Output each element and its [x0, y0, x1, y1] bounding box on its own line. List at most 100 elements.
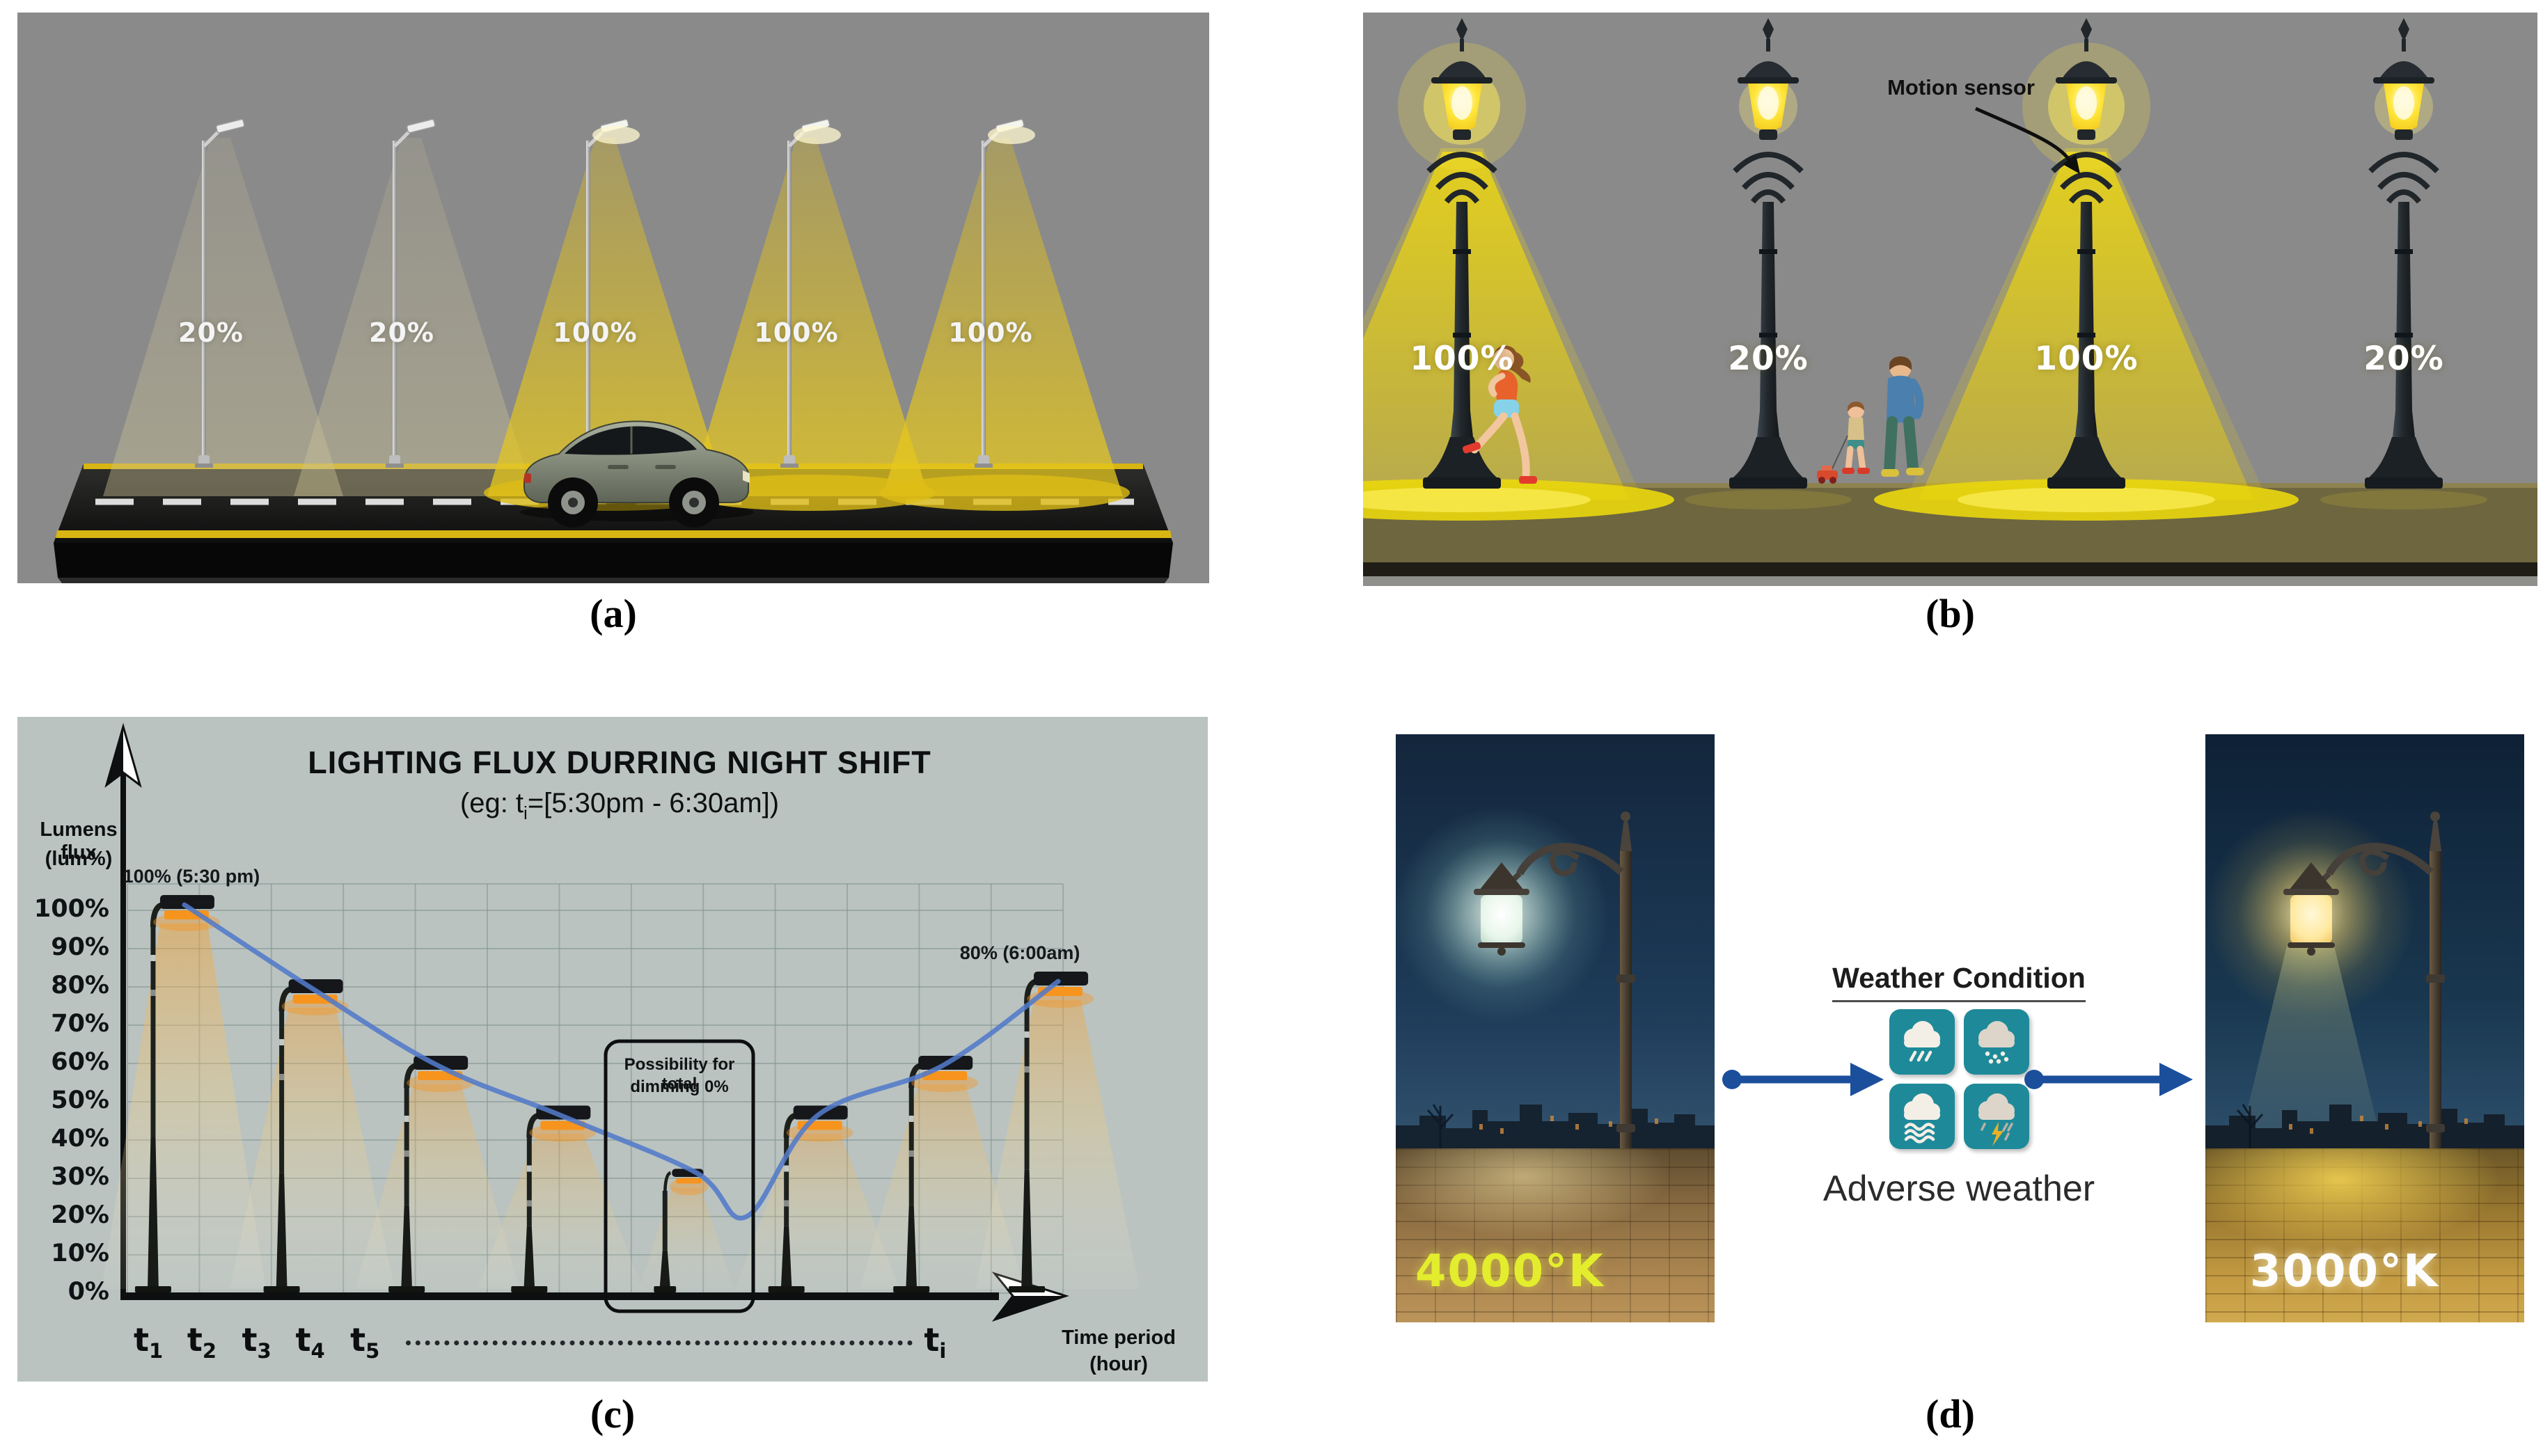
dim-level-label: 100%: [2034, 340, 2139, 378]
lamp-post-4000k-graphic: [1396, 806, 1715, 1283]
arrow-head: [1850, 1063, 1884, 1096]
y-tick-label: 80%: [51, 972, 109, 999]
tree-silhouette: [2236, 1104, 2264, 1152]
lamp-pole: [526, 1133, 532, 1226]
photo-3000k: 3000°K: [2205, 734, 2524, 1322]
caption-b: (b): [1926, 591, 1975, 636]
weather-tile: [1964, 1084, 2029, 1149]
color-temperature-label: 4000°K: [1415, 1246, 1605, 1297]
dimming-box-label: dimming 0%: [630, 1077, 729, 1096]
panel-a-road-dimming: 20% 20% 100% 100% 100%: [17, 13, 1209, 583]
x-tick-label: t5: [350, 1321, 380, 1363]
lamp-beam: [734, 1134, 899, 1289]
fog-cloud-icon: [1904, 1093, 1940, 1144]
lamp-pole: [150, 923, 156, 1138]
caption-c: (c): [590, 1391, 636, 1437]
x-axis-label: Time period: [1062, 1327, 1176, 1349]
jogger: [1463, 345, 1537, 484]
lamp-pole: [1024, 999, 1030, 1170]
dim-level-label: 100%: [1410, 340, 1514, 378]
dim-level-label: 20%: [178, 317, 244, 348]
lamp-pole: [908, 1084, 914, 1205]
dim-level-label: 100%: [754, 317, 839, 348]
sidewalk-scene-graphic: [1363, 13, 2537, 586]
x-axis-label: (hour): [1089, 1353, 1148, 1375]
total-dimming-box: [604, 1039, 755, 1313]
caption-d: (d): [1926, 1391, 1975, 1437]
flux-chart-graphic: [101, 722, 1140, 1322]
lamp-beam: [101, 924, 266, 1289]
street-light-poles: [195, 118, 1035, 468]
thunderstorm-cloud-icon: [1978, 1093, 2015, 1146]
lamp-base: [388, 1286, 425, 1292]
x-tick-label: t4: [295, 1321, 325, 1363]
chart-subtitle: (eg: ti=[5:30pm - 6:30am]): [459, 788, 780, 823]
lamp-pole: [784, 1133, 789, 1226]
y-tick-label: 100%: [33, 895, 109, 923]
lamp-led-bar: [676, 1178, 702, 1184]
chart-lamps-and-curve: [101, 895, 1140, 1292]
city-skyline: [1396, 1105, 1715, 1152]
y-tick-label: 50%: [51, 1086, 109, 1114]
motion-sensor-label: Motion sensor: [1887, 75, 2035, 100]
rain-cloud-icon: [1904, 1021, 1940, 1062]
weather-tile: [1889, 1009, 1955, 1075]
flux-curve: [182, 902, 1061, 1221]
time-axis-ellipsis: [406, 1340, 913, 1345]
lamp-base: [1009, 1286, 1046, 1292]
x-tick-label: t3: [242, 1321, 271, 1363]
x-tick-label: ti: [924, 1321, 947, 1363]
weather-tile: [1889, 1084, 1955, 1149]
adverse-weather-label: Adverse weather: [1822, 1169, 2095, 1209]
y-tick-label: 60%: [51, 1048, 109, 1076]
panel-d-weather-adaptation: 4000°K: [1363, 717, 2537, 1382]
y-tick-label: 70%: [51, 1010, 109, 1038]
panel-c-flux-chart: LIGHTING FLUX DURRING NIGHT SHIFT (eg: t…: [17, 717, 1208, 1382]
lamp-base: [263, 1286, 300, 1292]
lamp-head: [1034, 972, 1089, 986]
lamp-beam: [638, 1187, 734, 1289]
lamp-beam: [975, 1000, 1140, 1289]
city-skyline: [2205, 1105, 2524, 1152]
chart-title: LIGHTING FLUX DURRING NIGHT SHIFT: [308, 745, 931, 780]
panel-b-motion-sensor-lighting: Motion sensor 100% 20% 100% 20%: [1363, 13, 2537, 586]
y-tick-label: 0%: [68, 1278, 109, 1306]
lamp-beams: [1363, 148, 2487, 521]
y-tick-label: 90%: [51, 933, 109, 961]
toy-car: [1817, 466, 1838, 484]
lamp-base: [511, 1286, 548, 1292]
lamp-led-bar: [922, 1071, 968, 1080]
ornate-lamp-post: [2365, 18, 2443, 489]
lamp-beam: [230, 1008, 395, 1289]
flux-annotation: 100% (5:30 pm): [123, 866, 260, 887]
lamp-base: [768, 1286, 805, 1292]
photo-4000k: 4000°K: [1396, 734, 1715, 1322]
dim-level-label: 20%: [1728, 340, 1809, 378]
road-scene-graphic: [54, 118, 1173, 583]
brick-pavement: [1396, 1148, 1715, 1322]
lamp-base: [654, 1286, 677, 1292]
dimming-box-label: Possibility for total: [624, 1055, 735, 1093]
dim-level-label: 20%: [369, 317, 434, 348]
pedestrians: [1817, 356, 1924, 484]
x-tick-label: t1: [133, 1321, 164, 1363]
motion-sensor-arrow: [1975, 106, 2080, 174]
y-axis-label: (lum%): [45, 848, 113, 870]
snow-cloud-icon: [1978, 1021, 2015, 1064]
lamp-pole: [279, 1007, 285, 1173]
lamp-pole: [662, 1191, 668, 1251]
lamp-head: [159, 895, 214, 909]
dim-level-label: 20%: [2363, 340, 2444, 378]
weather-condition-heading: Weather Condition: [1785, 962, 2133, 1002]
ornate-lamp-post: [1729, 18, 1807, 489]
lamp-base: [893, 1286, 930, 1292]
car: [520, 420, 754, 528]
caption-a: (a): [590, 591, 637, 636]
dim-level-label: 100%: [948, 317, 1033, 348]
lamp-beam: [860, 1084, 1025, 1289]
x-tick-label: t2: [187, 1321, 217, 1363]
arrow-start-dot: [1722, 1070, 1742, 1089]
dim-level-label: 100%: [553, 317, 638, 348]
flux-annotation: 80% (6:00am): [959, 942, 1080, 963]
